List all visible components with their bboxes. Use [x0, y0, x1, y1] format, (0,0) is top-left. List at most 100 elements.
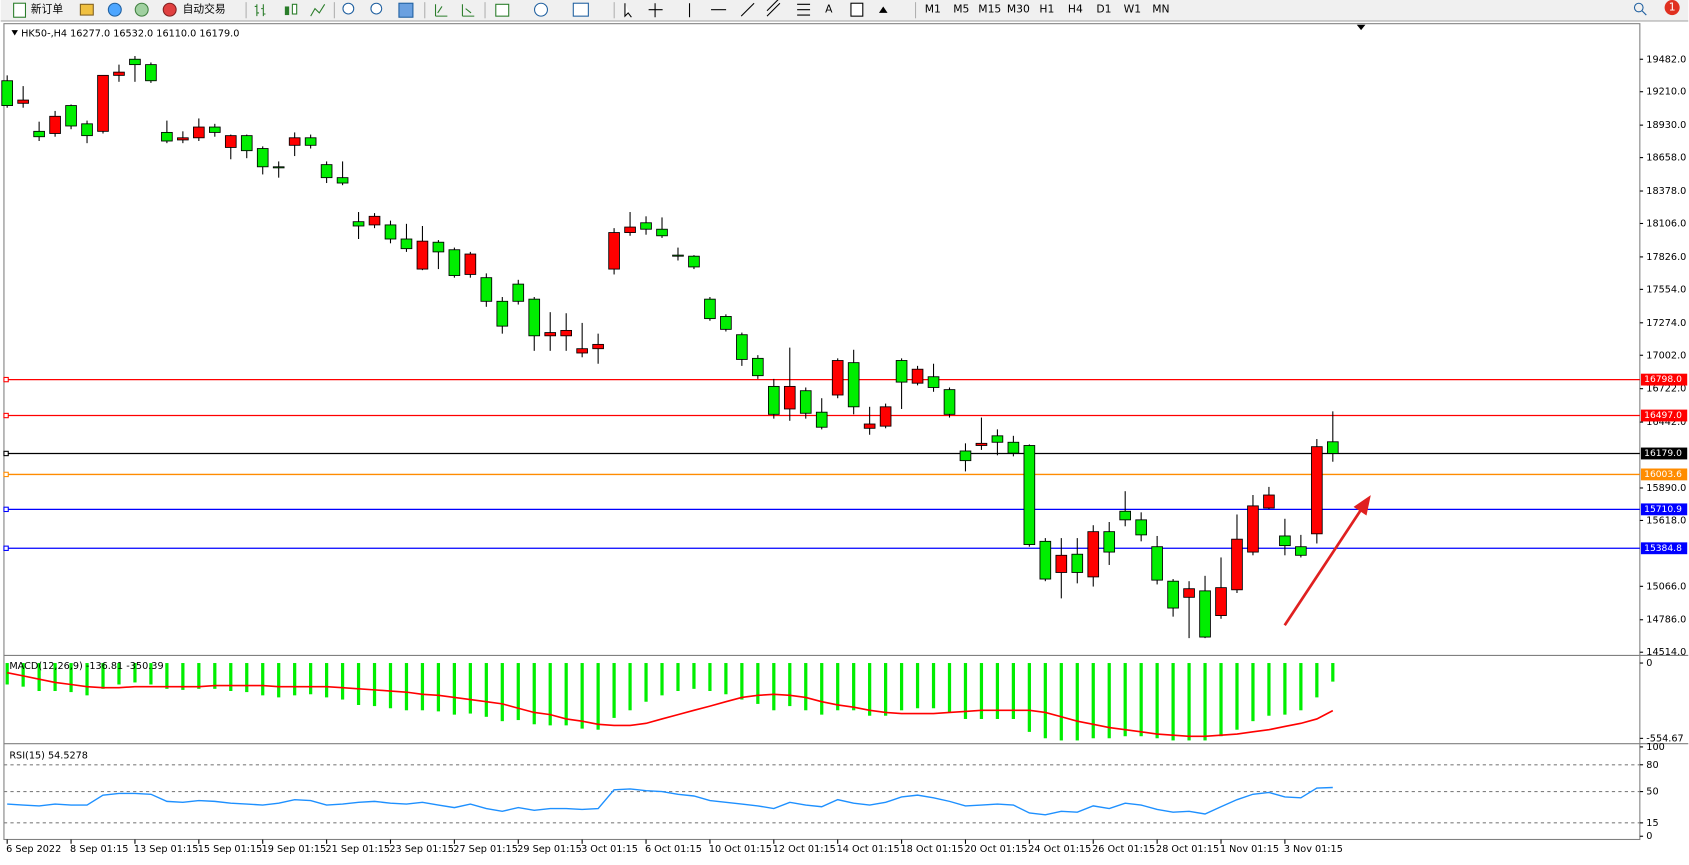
candle-body — [752, 357, 764, 377]
candle-body — [1, 80, 13, 106]
candle-body — [208, 126, 221, 133]
candle-body — [831, 360, 844, 396]
macd-bar — [1219, 663, 1223, 737]
timeframe-button[interactable]: M5 — [953, 3, 969, 16]
timeframe-button[interactable]: M15 — [978, 3, 1001, 16]
macd-bar — [21, 663, 25, 687]
candle-body — [145, 64, 157, 82]
toolbar-icon[interactable] — [79, 3, 94, 16]
zoom-out-icon[interactable] — [370, 2, 383, 15]
arrows-tool[interactable] — [878, 6, 888, 13]
annotation-arrow — [1283, 507, 1364, 627]
macd-bar — [1043, 663, 1047, 739]
macd-bar — [532, 663, 536, 725]
candle-body — [256, 148, 269, 168]
y-tick-label: 17826.0 — [1646, 252, 1686, 263]
candle-icon[interactable] — [284, 6, 290, 16]
indicators-icon[interactable] — [495, 3, 510, 17]
search-icon[interactable] — [1633, 2, 1644, 13]
candle-body — [1087, 531, 1100, 578]
autoscroll-icon[interactable] — [434, 4, 448, 17]
toolbar-icon[interactable] — [134, 2, 149, 17]
macd-bar — [995, 663, 1000, 719]
macd-bar — [1299, 663, 1303, 711]
timeframe-button[interactable]: H1 — [1039, 3, 1054, 16]
toolbar-icon[interactable] — [107, 2, 122, 17]
tile-icon[interactable] — [398, 2, 414, 18]
macd-bar — [692, 663, 696, 689]
macd-bar — [1331, 663, 1335, 682]
macd-title: MACD(12,26,9) -136.81 -350.39 — [9, 661, 163, 672]
crosshair-icon[interactable] — [648, 3, 663, 18]
templates-icon[interactable] — [572, 2, 589, 17]
timeframe-button[interactable]: MN — [1152, 3, 1169, 16]
cursor-icon[interactable] — [624, 3, 632, 18]
new-order-button[interactable]: 新订单 — [31, 3, 64, 16]
line-chart-icon[interactable] — [310, 4, 326, 17]
auto-trading-button[interactable]: 自动交易 — [183, 3, 226, 16]
macd-bar — [1171, 663, 1175, 741]
macd-bar — [133, 663, 137, 683]
candle-body — [704, 298, 716, 320]
candle-body — [608, 232, 620, 270]
channel-icon[interactable] — [766, 0, 781, 17]
y-tick-label: 0 — [1646, 658, 1652, 669]
macd-bar — [947, 663, 952, 713]
search-icon[interactable] — [1641, 10, 1647, 16]
macd-signal-line — [7, 671, 1334, 738]
x-tick-label: 6 Sep 2022 — [6, 844, 61, 855]
x-tick-label: 18 Oct 01:15 — [901, 844, 964, 855]
candle-body — [177, 137, 189, 141]
candle-body — [113, 71, 125, 76]
macd-bar — [1107, 663, 1111, 739]
timeframe-button[interactable]: H4 — [1068, 3, 1083, 16]
macd-bar — [356, 663, 361, 705]
macd-bar — [309, 663, 313, 695]
candle-body — [1039, 540, 1052, 580]
timeframe-button[interactable]: M30 — [1007, 3, 1030, 16]
candle-body — [1279, 535, 1291, 547]
notification-badge[interactable] — [1664, 0, 1680, 16]
macd-bar — [852, 663, 856, 711]
macd-bar — [564, 663, 568, 726]
fibo-icon[interactable] — [797, 3, 811, 16]
candle-body — [464, 253, 477, 275]
candle-body — [1199, 590, 1211, 638]
shift-icon[interactable] — [461, 4, 475, 17]
new-order-icon[interactable] — [13, 2, 27, 18]
candle-body — [1295, 546, 1307, 556]
candle-body — [272, 166, 285, 169]
level-label: 16497.0 — [1644, 411, 1682, 421]
bar-chart-icon[interactable] — [254, 4, 266, 17]
timeframe-button[interactable]: M1 — [925, 3, 941, 16]
candle-body — [81, 123, 93, 137]
level-label: 15384.8 — [1644, 544, 1682, 554]
macd-bar — [277, 663, 281, 698]
label-tool[interactable] — [850, 2, 864, 17]
macd-bar — [436, 663, 441, 712]
trendline-icon[interactable] — [740, 2, 755, 17]
macd-bar — [181, 663, 185, 690]
y-tick-label: 16442.0 — [1646, 417, 1686, 428]
x-tick-label: 12 Oct 01:15 — [773, 844, 836, 855]
macd-bar — [420, 663, 425, 711]
x-tick-label: 6 Oct 01:15 — [645, 844, 702, 855]
timeframe-button[interactable]: W1 — [1124, 3, 1141, 16]
auto-trading-icon[interactable] — [162, 2, 177, 17]
text-tool[interactable]: A — [825, 3, 833, 16]
candle-body — [975, 442, 988, 446]
x-tick-label: 1 Nov 01:15 — [1220, 844, 1279, 855]
candle-icon[interactable] — [291, 3, 298, 15]
level-label: 15710.9 — [1644, 505, 1682, 515]
zoom-in-icon[interactable] — [342, 2, 355, 15]
y-tick-label: 19210.0 — [1646, 87, 1686, 98]
timeframes: M1 M5 M15 M30 H1 H4 D1 W1 MN — [925, 3, 1170, 16]
macd-bar — [1139, 663, 1143, 737]
periods-icon[interactable] — [534, 2, 548, 17]
x-tick-label: 23 Sep 01:15 — [389, 844, 454, 855]
y-tick-label: 15890.0 — [1646, 483, 1686, 494]
timeframe-button[interactable]: D1 — [1096, 3, 1111, 16]
y-tick-label: 16722.0 — [1646, 384, 1686, 395]
macd-bar — [1251, 663, 1255, 722]
